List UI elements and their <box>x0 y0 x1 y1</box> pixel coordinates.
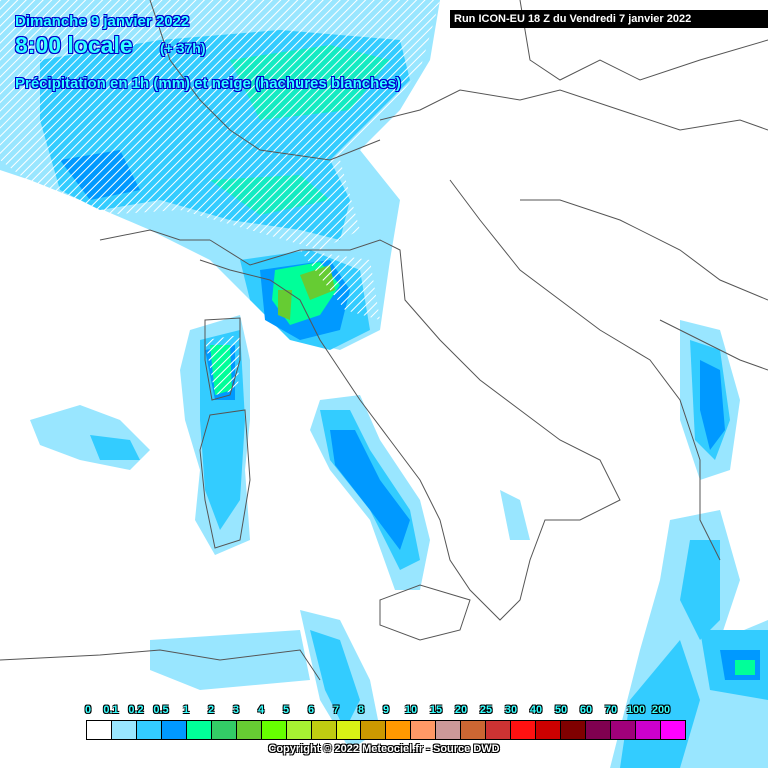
legend-label: 9 <box>382 704 390 716</box>
legend-label: 60 <box>579 704 593 716</box>
legend-label: 7 <box>332 704 340 716</box>
parameter-title: Précipitation en 1h (mm) et neige (hachu… <box>15 75 401 92</box>
legend-label: 3 <box>232 704 240 716</box>
legend-swatch <box>261 721 287 739</box>
snow-hatching <box>0 0 440 395</box>
legend-swatch <box>411 721 437 739</box>
legend-label: 20 <box>454 704 468 716</box>
color-legend <box>86 720 686 740</box>
legend-swatch <box>111 721 137 739</box>
legend-label: 2 <box>207 704 215 716</box>
legend-labels: 0 0.1 0.2 0.5 1 2 3 4 5 6 7 8 9 10 15 20 25 30 40 50 60 70 100… <box>84 704 686 718</box>
legend-swatch <box>186 721 212 739</box>
legend-swatch <box>286 721 312 739</box>
copyright: Copyright © 2022 Meteociel.fr - Source D… <box>268 743 500 755</box>
legend-label: 1 <box>182 704 190 716</box>
legend-label: 10 <box>404 704 418 716</box>
legend-label: 200 <box>651 704 671 716</box>
legend-swatch <box>586 721 612 739</box>
legend-swatch <box>361 721 387 739</box>
legend-swatch <box>236 721 262 739</box>
forecast-lead-time: (+ 37h) <box>160 40 206 56</box>
legend-swatch <box>311 721 337 739</box>
legend-swatch <box>436 721 462 739</box>
legend-swatch <box>511 721 537 739</box>
forecast-date: Dimanche 9 janvier 2022 <box>15 13 190 30</box>
legend-label: 0.1 <box>103 704 119 716</box>
legend-label: 8 <box>357 704 365 716</box>
legend-swatch <box>336 721 362 739</box>
legend-swatch <box>611 721 636 739</box>
legend-swatch <box>536 721 562 739</box>
legend-label: 25 <box>479 704 493 716</box>
legend-swatch <box>461 721 487 739</box>
legend-swatch <box>635 721 661 739</box>
legend-label: 100 <box>626 704 646 716</box>
legend-label: 15 <box>429 704 443 716</box>
legend-label: 0.5 <box>153 704 169 716</box>
legend-label: 40 <box>529 704 543 716</box>
legend-swatch <box>136 721 162 739</box>
coastlines-borders <box>0 0 768 681</box>
forecast-time: 8:00 locale <box>15 32 133 58</box>
legend-label: 30 <box>504 704 518 716</box>
legend-swatch <box>161 721 187 739</box>
legend-swatch <box>386 721 412 739</box>
legend-swatch <box>211 721 237 739</box>
legend-swatch <box>660 721 685 739</box>
legend-label: 4 <box>257 704 265 716</box>
model-run-label: Run ICON-EU 18 Z du Vendredi 7 janvier 2… <box>450 10 768 28</box>
legend-label: 0.2 <box>128 704 144 716</box>
legend-label: 50 <box>554 704 568 716</box>
legend-label: 0 <box>84 704 92 716</box>
legend-swatch <box>486 721 512 739</box>
legend-swatch <box>87 721 112 739</box>
legend-label: 70 <box>604 704 618 716</box>
legend-label: 6 <box>307 704 315 716</box>
legend-swatch <box>561 721 587 739</box>
legend-label: 5 <box>282 704 290 716</box>
